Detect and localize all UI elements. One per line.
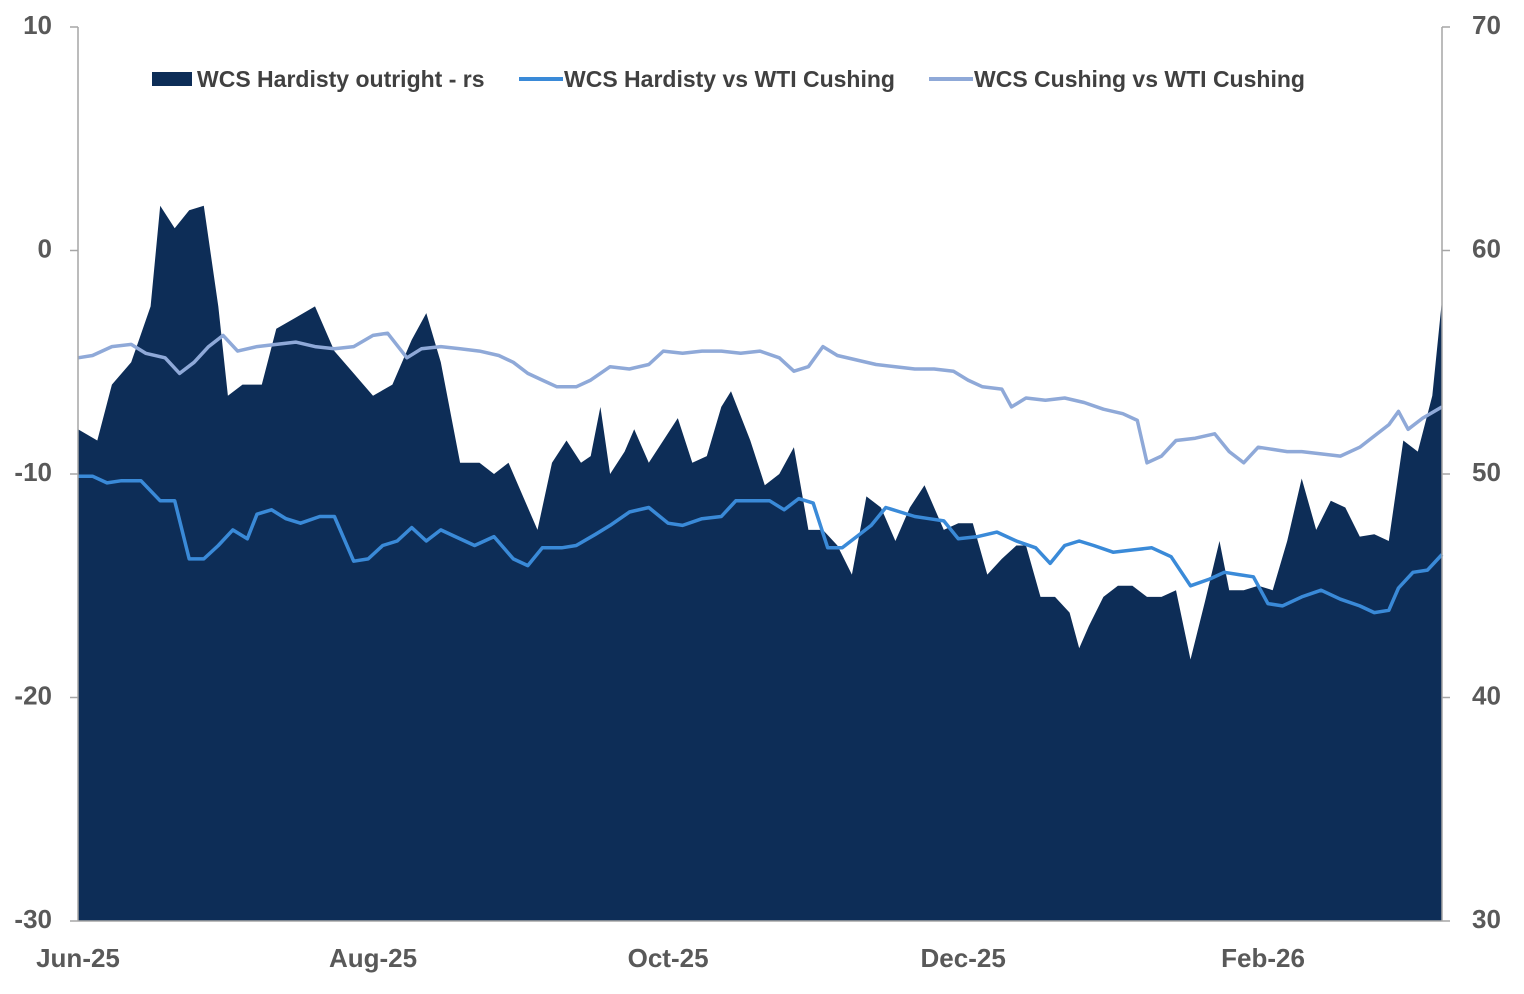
- y-left-tick-label: -10: [14, 457, 52, 487]
- legend-label: WCS Hardisty outright - rs: [197, 66, 485, 92]
- line-layer: [77, 331, 1444, 615]
- x-tick-label: Feb-26: [1221, 943, 1305, 973]
- y-left-tick-label: 10: [23, 10, 52, 40]
- legend-label: WCS Hardisty vs WTI Cushing: [564, 66, 895, 92]
- y-left-tick-label: -20: [14, 680, 52, 710]
- y-left-tick-label: 0: [38, 233, 52, 263]
- x-tick-label: Aug-25: [329, 943, 417, 973]
- y-right-tick-label: 50: [1472, 457, 1501, 487]
- x-tick-label: Dec-25: [921, 943, 1006, 973]
- series-line-wcs-hardisty-vs-wti-cushing: [78, 474, 1444, 615]
- tick-labels: 10 0 -10 -20 -30 70 60 50 40 30 Jun-25 Aug-25 Oct-25…: [14, 10, 1501, 973]
- series-area-wcs-hardisty-outright-rs: [78, 205, 1442, 922]
- axes: [70, 26, 1450, 922]
- series-line-wcs-cushing-vs-wti-cushing: [77, 331, 1443, 465]
- y-right-tick-label: 30: [1472, 904, 1501, 934]
- x-tick-label: Oct-25: [628, 943, 709, 973]
- area-layer: [78, 205, 1442, 922]
- y-left-tick-label: -30: [14, 904, 52, 934]
- legend: WCS Hardisty outright - rs WCS Hardisty v…: [152, 66, 1305, 92]
- y-right-tick-label: 40: [1472, 680, 1501, 710]
- legend-swatch-area: [152, 72, 192, 86]
- x-tick-label: Jun-25: [36, 943, 120, 973]
- legend-label: WCS Cushing vs WTI Cushing: [974, 66, 1305, 92]
- y-right-tick-label: 70: [1472, 10, 1501, 40]
- y-right-tick-label: 60: [1472, 233, 1501, 263]
